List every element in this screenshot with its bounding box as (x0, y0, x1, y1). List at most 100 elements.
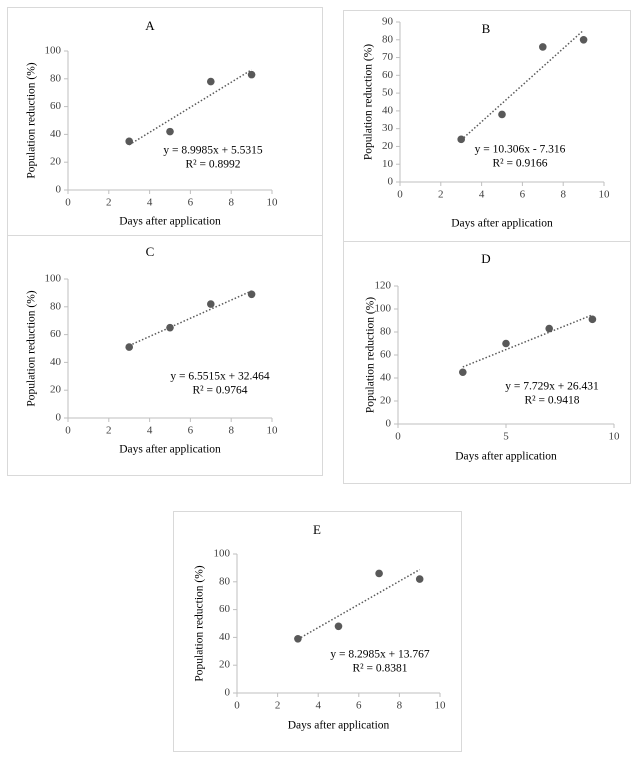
x-tick-label: 8 (397, 700, 403, 712)
x-tick-label: 0 (397, 189, 403, 201)
y-tick-label: 0 (386, 418, 392, 430)
y-tick-label: 20 (380, 395, 392, 407)
y-tick-label: 100 (214, 548, 231, 560)
trendline (462, 314, 593, 368)
y-tick-label: 80 (382, 33, 394, 45)
x-tick-label: 10 (267, 197, 279, 209)
x-tick-label: 10 (435, 700, 447, 712)
point (375, 569, 383, 578)
annotation: R² = 0.9166 (493, 158, 548, 170)
y-tick-label: 100 (375, 303, 392, 315)
x-tick-label: 8 (228, 425, 234, 437)
y-tick-label: 40 (50, 356, 62, 368)
point (545, 324, 553, 333)
y-tick-label: 40 (380, 372, 392, 384)
y-tick-label: 0 (56, 184, 62, 196)
y-axis-label: Population reduction (%) (363, 44, 375, 160)
point (207, 300, 215, 308)
x-tick-label: 10 (609, 431, 621, 443)
panel-border (343, 241, 631, 484)
x-tick-label: 10 (599, 189, 611, 201)
chart-title: E (313, 522, 321, 537)
y-tick-label: 120 (375, 280, 392, 292)
point (247, 70, 256, 79)
point (294, 634, 302, 643)
point (579, 35, 588, 44)
annotation: y = 7.729x + 26.431 (505, 381, 599, 393)
y-tick-label: 100 (45, 45, 62, 57)
point (415, 575, 424, 583)
x-tick-label: 6 (356, 700, 362, 712)
x-axis-label: Days after application (288, 720, 390, 732)
point (502, 339, 510, 348)
point (166, 127, 174, 136)
point (207, 77, 215, 86)
y-tick-label: 20 (50, 384, 62, 396)
chart-title: D (481, 251, 490, 266)
x-tick-label: 4 (315, 700, 321, 712)
y-tick-label: 100 (45, 273, 62, 285)
trendline (128, 290, 252, 347)
x-axis-label: Days after application (451, 218, 553, 230)
point (539, 43, 547, 51)
point (498, 110, 506, 119)
point (459, 368, 467, 377)
x-axis-label: Days after application (455, 451, 557, 463)
y-axis-label: Population reduction (%) (194, 565, 206, 681)
y-tick-label: 60 (50, 328, 62, 340)
annotation: R² = 0.9418 (525, 395, 580, 407)
x-tick-label: 4 (479, 189, 485, 201)
annotation: R² = 0.8381 (353, 663, 408, 675)
annotation: y = 8.2985x + 13.767 (330, 649, 429, 661)
trendline (460, 29, 585, 141)
y-tick-label: 10 (382, 158, 394, 170)
y-tick-label: 40 (219, 631, 231, 643)
chart-title: C (146, 244, 155, 259)
annotation: R² = 0.9764 (193, 385, 248, 397)
y-tick-label: 80 (50, 300, 62, 312)
y-tick-label: 20 (219, 659, 231, 671)
x-tick-label: 6 (188, 197, 194, 209)
y-tick-label: 30 (382, 122, 394, 134)
x-tick-label: 8 (560, 189, 566, 201)
y-tick-label: 80 (219, 575, 231, 587)
y-tick-label: 70 (382, 51, 394, 63)
panel-border (173, 511, 462, 752)
x-axis-label: Days after application (119, 216, 221, 228)
y-tick-label: 60 (50, 100, 62, 112)
x-tick-label: 2 (106, 425, 112, 437)
x-tick-label: 2 (438, 189, 444, 201)
x-tick-label: 10 (267, 425, 279, 437)
y-tick-label: 60 (382, 69, 394, 81)
annotation: y = 8.9985x + 5.5315 (163, 145, 262, 157)
x-tick-label: 2 (106, 197, 112, 209)
y-tick-label: 0 (225, 687, 231, 699)
y-tick-label: 0 (56, 412, 62, 424)
x-tick-label: 4 (147, 425, 153, 437)
point (247, 290, 256, 299)
x-axis-label: Days after application (119, 444, 221, 456)
x-tick-label: 5 (503, 431, 509, 443)
annotation: y = 10.306x - 7.316 (475, 144, 566, 156)
y-tick-label: 40 (382, 104, 394, 116)
point (588, 315, 597, 324)
x-tick-label: 0 (65, 425, 71, 437)
point (125, 343, 133, 351)
trendline (297, 568, 421, 640)
point (166, 323, 174, 332)
point (334, 622, 343, 631)
y-tick-label: 60 (219, 603, 231, 615)
y-tick-label: 20 (382, 140, 394, 152)
y-tick-label: 80 (50, 72, 62, 84)
y-axis-label: Population reduction (%) (26, 62, 38, 178)
x-tick-label: 6 (520, 189, 526, 201)
x-tick-label: 8 (228, 197, 234, 209)
x-tick-label: 0 (234, 700, 240, 712)
y-tick-label: 60 (380, 349, 392, 361)
point (125, 137, 133, 146)
y-tick-label: 20 (50, 156, 62, 168)
panel-border (7, 235, 323, 476)
chart-title: A (145, 18, 155, 33)
chart-title: B (482, 21, 491, 36)
trendline (128, 69, 252, 146)
